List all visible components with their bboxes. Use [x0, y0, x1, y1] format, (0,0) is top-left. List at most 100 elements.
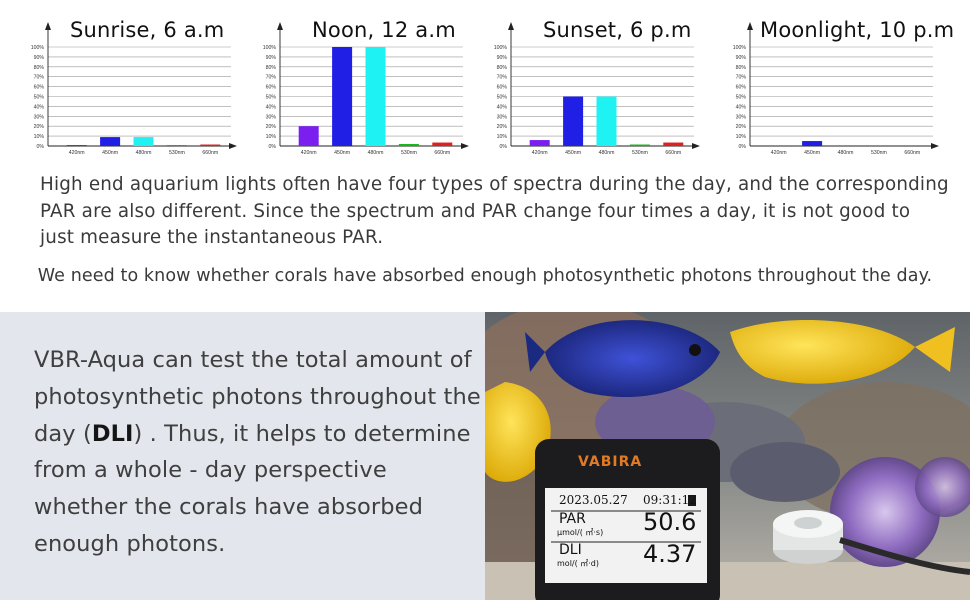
y-tick-label: 80%: [736, 65, 747, 71]
y-tick-label: 60%: [34, 85, 45, 91]
aquarium-product-photo: VABIRA 2023.05.27 09:31:12 PAR μmol/( ㎡·…: [485, 312, 970, 600]
x-tick-label: 450nm: [804, 150, 820, 156]
y-tick-label: 20%: [34, 124, 45, 130]
y-tick-label: 70%: [266, 75, 277, 81]
x-tick-label: 530nm: [169, 150, 185, 156]
intro-paragraph: High end aquarium lights often have four…: [40, 174, 949, 248]
y-tick-label: 40%: [266, 104, 277, 110]
y-tick-label: 10%: [266, 134, 277, 140]
x-tick-label: 450nm: [334, 150, 350, 156]
y-tick-label: 0%: [500, 144, 508, 150]
y-tick-label: 10%: [497, 134, 508, 140]
x-tick-label: 480nm: [136, 150, 152, 156]
x-tick-label: 480nm: [368, 150, 384, 156]
bar-660nm: [663, 142, 684, 146]
y-tick-label: 90%: [736, 55, 747, 61]
y-tick-label: 90%: [34, 55, 45, 61]
bar-450nm: [563, 96, 584, 146]
y-tick-label: 70%: [497, 75, 508, 81]
y-tick-label: 100%: [733, 45, 747, 51]
par-unit: μmol/( ㎡·s): [557, 528, 604, 537]
x-axis-arrow: [692, 143, 700, 149]
par-value: 50.6: [643, 508, 697, 536]
dli-value: 4.37: [643, 540, 697, 568]
y-tick-label: 70%: [736, 75, 747, 81]
chart-title: Sunrise, 6 a.m: [70, 18, 225, 42]
y-tick-label: 40%: [497, 104, 508, 110]
y-tick-label: 60%: [497, 85, 508, 91]
y-tick-label: 10%: [34, 134, 45, 140]
chart-moonlight-plot: 0% 10% 20% 30% 40% 50% 60% 70% 80% 90% 100% 420nm 45…: [733, 22, 939, 156]
y-tick-label: 100%: [263, 45, 277, 51]
y-tick-label: 20%: [736, 124, 747, 130]
bar-420nm: [529, 140, 550, 146]
device-time: 09:31:12: [643, 493, 697, 507]
y-tick-label: 30%: [497, 114, 508, 120]
x-axis-arrow: [229, 143, 237, 149]
bar-450nm: [802, 141, 823, 146]
y-tick-label: 0%: [269, 144, 277, 150]
y-tick-label: 80%: [266, 65, 277, 71]
y-axis-arrow: [45, 22, 51, 30]
y-tick-label: 30%: [736, 114, 747, 120]
bar-420nm: [298, 126, 319, 146]
spectrum-charts: 0% 10% 20% 30% 40% 50% 60% 70% 80% 90% 100% 420nm 45…: [0, 0, 970, 165]
x-tick-label: 480nm: [838, 150, 854, 156]
y-tick-label: 90%: [497, 55, 508, 61]
x-tick-label: 450nm: [565, 150, 581, 156]
chart-moonlight: 0% 10% 20% 30% 40% 50% 60% 70% 80% 90% 100% 420nm 45…: [722, 0, 962, 165]
x-tick-label: 530nm: [401, 150, 417, 156]
y-tick-label: 100%: [31, 45, 45, 51]
y-tick-label: 100%: [494, 45, 508, 51]
chart-sunset-plot: 0% 10% 20% 30% 40% 50% 60% 70% 80% 90% 100% 420nm 45…: [494, 22, 700, 156]
bar-530nm: [398, 144, 419, 146]
description-panel: VBR-Aqua can test the total amount of ph…: [0, 312, 485, 600]
chart-noon-plot: 0% 10% 20% 30% 40% 50% 60% 70% 80% 90% 100% 420nm 45…: [263, 22, 469, 156]
chart-title: Sunset, 6 p.m: [543, 18, 692, 42]
x-tick-label: 660nm: [434, 150, 450, 156]
y-tick-label: 0%: [37, 144, 45, 150]
x-tick-label: 660nm: [904, 150, 920, 156]
x-axis-arrow: [931, 143, 939, 149]
y-tick-label: 80%: [497, 65, 508, 71]
x-tick-label: 420nm: [301, 150, 317, 156]
y-tick-label: 50%: [266, 95, 277, 101]
bar-450nm: [332, 47, 353, 146]
bar-480nm: [365, 47, 386, 146]
y-axis-arrow: [508, 22, 514, 30]
chart-title: Moonlight, 10 p.m: [760, 18, 955, 42]
bar-660nm: [432, 142, 453, 146]
x-tick-label: 450nm: [102, 150, 118, 156]
y-tick-label: 10%: [736, 134, 747, 140]
bar-420nm: [66, 145, 87, 146]
y-tick-label: 50%: [34, 95, 45, 101]
device-date: 2023.05.27: [559, 493, 628, 507]
x-tick-label: 420nm: [532, 150, 548, 156]
bar-530nm: [629, 144, 650, 146]
x-tick-label: 480nm: [599, 150, 615, 156]
bar-480nm: [133, 137, 154, 146]
y-tick-label: 50%: [497, 95, 508, 101]
dli-unit: mol/( ㎡·d): [557, 559, 600, 568]
x-tick-label: 420nm: [69, 150, 85, 156]
y-tick-label: 0%: [739, 144, 747, 150]
x-tick-label: 660nm: [202, 150, 218, 156]
y-tick-label: 60%: [736, 85, 747, 91]
y-tick-label: 20%: [266, 124, 277, 130]
bar-450nm: [100, 137, 121, 146]
x-tick-label: 420nm: [771, 150, 787, 156]
dli-term: DLI: [91, 420, 134, 447]
product-description: VBR-Aqua can test the total amount of ph…: [34, 342, 484, 563]
bar-660nm: [200, 144, 221, 146]
y-tick-label: 30%: [34, 114, 45, 120]
y-tick-label: 80%: [34, 65, 45, 71]
description-text: VBR-Aqua can test the total amount of ph…: [34, 347, 481, 447]
bar-480nm: [596, 96, 617, 146]
description-text-end: ) . Thus, it helps to determine from a w…: [34, 420, 471, 557]
y-tick-label: 60%: [266, 85, 277, 91]
chart-title: Noon, 12 a.m: [312, 18, 456, 42]
chart-sunrise: 0% 10% 20% 30% 40% 50% 60% 70% 80% 90% 100% 420nm 45…: [20, 0, 260, 165]
y-axis-arrow: [747, 22, 753, 30]
x-tick-label: 530nm: [632, 150, 648, 156]
y-tick-label: 40%: [34, 104, 45, 110]
